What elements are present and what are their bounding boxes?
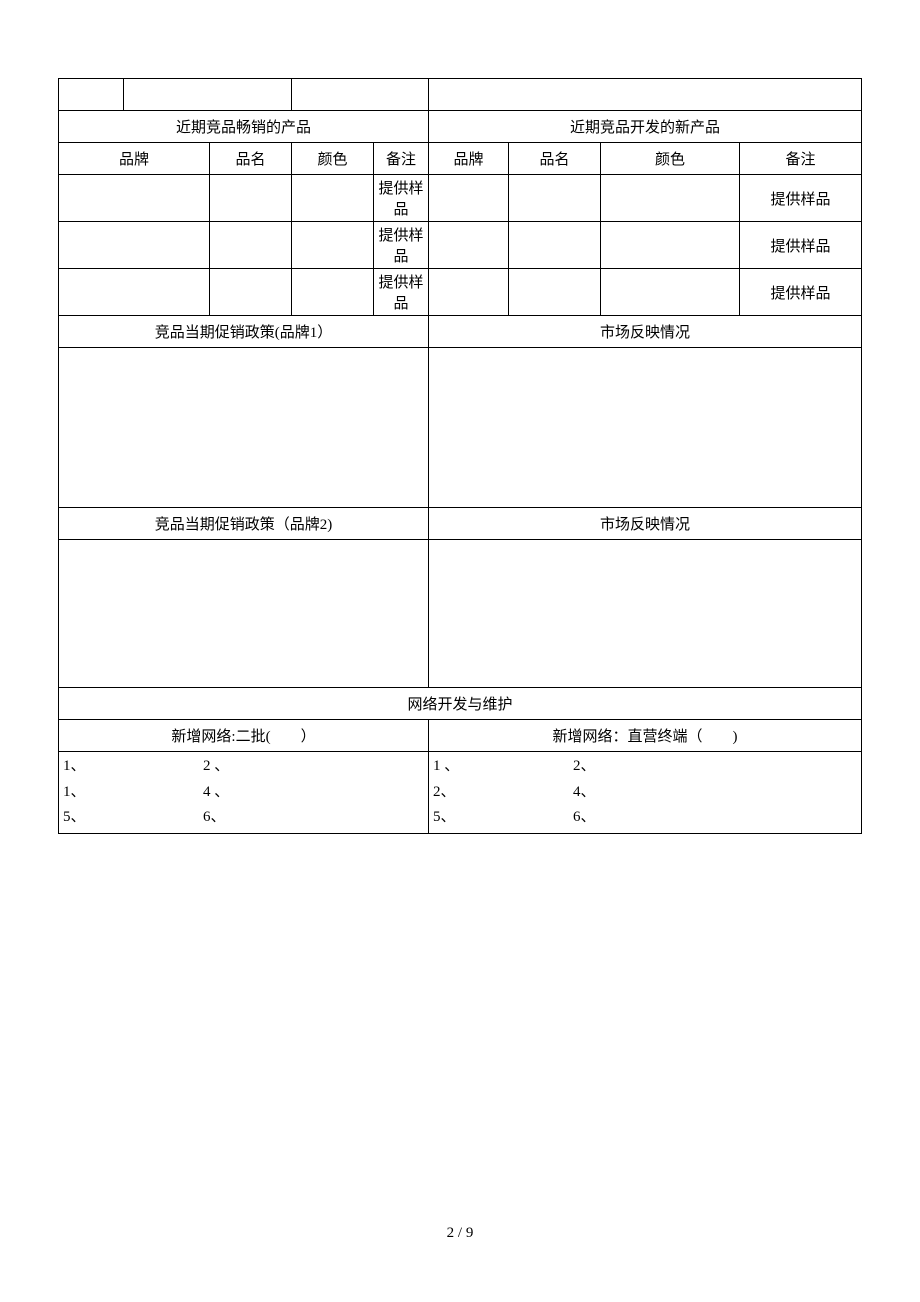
col-brand-right: 品牌 [429,143,509,175]
network-header: 网络开发与维护 [59,688,862,720]
net-item: 2 、 [203,754,343,780]
cell-name [210,175,292,222]
table-row: 提供样品 提供样品 [59,269,862,316]
table-row: 网络开发与维护 [59,688,862,720]
net-item: 1 、 [433,754,573,780]
cell-color [601,175,740,222]
table-row [59,79,862,111]
network-sub-right: 新增网络：直营终端（ ) [429,720,862,752]
cell-name [509,269,601,316]
table-row: 1、2 、 1、4 、 5、6、 1 、2、 2、4、 5、6、 [59,752,862,834]
net-item: 2、 [573,754,713,780]
col-brand-left: 品牌 [59,143,210,175]
table-row: 提供样品 提供样品 [59,222,862,269]
table-row: 提供样品 提供样品 [59,175,862,222]
col-remark-left: 备注 [374,143,429,175]
network-sub-left: 新增网络:二批( ） [59,720,429,752]
promo1-left-content [59,348,429,508]
col-remark-right: 备注 [740,143,862,175]
net-item: 2、 [433,780,573,806]
cell-remark: 提供样品 [374,269,429,316]
net-item: 6、 [573,805,713,831]
cell-name [509,175,601,222]
net-item: 6、 [203,805,343,831]
cell-brand [59,269,210,316]
net-item: 5、 [63,805,203,831]
empty-cell [292,79,429,111]
promo2-left-header: 竞品当期促销政策（品牌2) [59,508,429,540]
table-row: 竞品当期促销政策(品牌1） 市场反映情况 [59,316,862,348]
empty-cell [429,79,862,111]
cell-color [292,222,374,269]
net-item: 5、 [433,805,573,831]
cell-remark: 提供样品 [740,175,862,222]
cell-brand [59,222,210,269]
net-item: 4 、 [203,780,343,806]
col-color-left: 颜色 [292,143,374,175]
cell-color [292,175,374,222]
cell-remark: 提供样品 [374,222,429,269]
promo2-right-header: 市场反映情况 [429,508,862,540]
cell-color [601,269,740,316]
cell-brand [429,175,509,222]
net-item: 4、 [573,780,713,806]
cell-name [210,269,292,316]
cell-name [210,222,292,269]
col-name-right: 品名 [509,143,601,175]
cell-brand [429,222,509,269]
page-container: 近期竞品畅销的产品 近期竞品开发的新产品 品牌 品名 颜色 备注 品牌 品名 颜… [0,0,920,834]
cell-remark: 提供样品 [740,222,862,269]
table-row [59,540,862,688]
net-item: 1、 [63,780,203,806]
table-row: 新增网络:二批( ） 新增网络：直营终端（ ) [59,720,862,752]
cell-remark: 提供样品 [740,269,862,316]
main-table: 近期竞品畅销的产品 近期竞品开发的新产品 品牌 品名 颜色 备注 品牌 品名 颜… [58,78,862,834]
promo2-left-content [59,540,429,688]
section-header-left: 近期竞品畅销的产品 [59,111,429,143]
empty-cell [59,79,124,111]
network-right-content: 1 、2、 2、4、 5、6、 [429,752,862,834]
promo1-right-header: 市场反映情况 [429,316,862,348]
cell-brand [429,269,509,316]
cell-brand [59,175,210,222]
cell-color [601,222,740,269]
table-row [59,348,862,508]
cell-name [509,222,601,269]
page-number: 2 / 9 [0,1225,920,1242]
empty-cell [124,79,292,111]
net-item: 1、 [63,754,203,780]
promo1-right-content [429,348,862,508]
section-header-right: 近期竞品开发的新产品 [429,111,862,143]
table-row: 品牌 品名 颜色 备注 品牌 品名 颜色 备注 [59,143,862,175]
table-row: 近期竞品畅销的产品 近期竞品开发的新产品 [59,111,862,143]
col-name-left: 品名 [210,143,292,175]
col-color-right: 颜色 [601,143,740,175]
cell-color [292,269,374,316]
table-row: 竞品当期促销政策（品牌2) 市场反映情况 [59,508,862,540]
promo1-left-header: 竞品当期促销政策(品牌1） [59,316,429,348]
network-left-content: 1、2 、 1、4 、 5、6、 [59,752,429,834]
cell-remark: 提供样品 [374,175,429,222]
promo2-right-content [429,540,862,688]
